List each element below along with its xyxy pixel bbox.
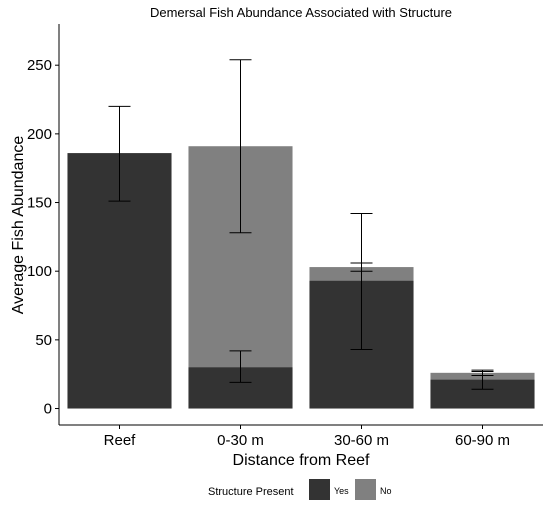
error-bar-no-3	[350, 262, 373, 272]
y-tick-label-1: 0	[44, 401, 52, 418]
bars-layer	[67, 146, 535, 409]
chart-title: Demersal Fish Abundance Associated with …	[150, 5, 452, 20]
y-tick-label-2: 50	[35, 332, 52, 349]
error-bar-yes-1	[108, 105, 131, 202]
y-axis-label: Average Fish Abundance	[10, 136, 27, 315]
error-bar-yes-2	[229, 350, 252, 383]
error-bar-no-2	[229, 59, 252, 234]
legend-title: Structure Present	[208, 486, 294, 498]
legend-key-no	[355, 479, 376, 500]
y-axis-ticks: 0 50 100 150 200 250	[27, 57, 59, 418]
x-tick-label-2: 0-30 m	[217, 432, 264, 449]
legend: Structure Present Yes No	[208, 479, 392, 500]
legend-label-no: No	[380, 486, 392, 496]
y-tick-label-3: 100	[27, 263, 52, 280]
error-bars-layer	[108, 59, 494, 390]
legend-key-yes	[309, 479, 330, 500]
x-tick-label-4: 60-90 m	[455, 432, 510, 449]
x-axis-ticks: Reef 0-30 m 30-60 m 60-90 m	[104, 425, 510, 449]
error-bar-yes-3	[350, 213, 373, 350]
y-tick-label-6: 250	[27, 57, 52, 74]
x-tick-label-1: Reef	[104, 432, 137, 449]
y-tick-label-5: 200	[27, 126, 52, 143]
legend-label-yes: Yes	[334, 486, 349, 496]
error-bar-no-4	[471, 370, 494, 377]
x-axis-label: Distance from Reef	[233, 452, 370, 469]
x-tick-label-3: 30-60 m	[334, 432, 389, 449]
y-tick-label-4: 150	[27, 195, 52, 212]
